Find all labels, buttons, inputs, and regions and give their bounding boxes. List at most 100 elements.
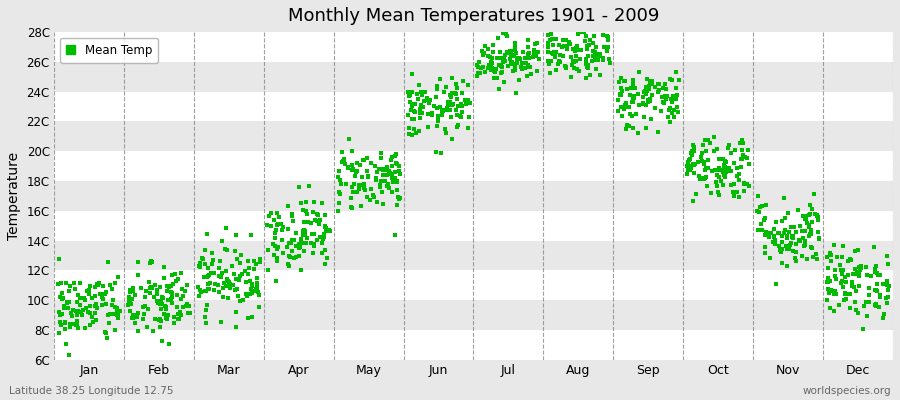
Point: [872, 294, 886, 300]
Point: [318, 212, 332, 218]
Point: [768, 237, 782, 243]
Point: [789, 241, 804, 248]
Point: [170, 304, 184, 310]
Point: [719, 159, 733, 165]
Point: [657, 94, 671, 100]
Point: [701, 165, 716, 171]
Point: [778, 214, 792, 221]
Point: [734, 164, 748, 170]
Point: [596, 54, 610, 61]
Point: [444, 94, 458, 100]
Point: [766, 238, 780, 245]
Point: [106, 311, 121, 318]
Point: [157, 264, 171, 270]
Point: [734, 140, 748, 146]
Point: [821, 286, 835, 292]
Point: [737, 188, 751, 194]
Point: [698, 137, 713, 143]
Point: [601, 36, 616, 43]
Point: [873, 272, 887, 278]
Point: [613, 92, 627, 98]
Point: [430, 123, 445, 130]
Point: [832, 302, 846, 308]
Point: [616, 106, 631, 112]
Point: [876, 314, 890, 321]
Point: [567, 58, 581, 65]
Point: [532, 56, 546, 62]
Point: [824, 304, 838, 311]
Point: [504, 58, 518, 65]
Point: [732, 194, 746, 200]
Point: [201, 286, 215, 292]
Point: [157, 275, 171, 281]
Point: [849, 271, 863, 277]
Point: [618, 102, 633, 109]
Point: [320, 227, 335, 233]
Point: [711, 189, 725, 195]
Point: [177, 288, 192, 295]
Point: [376, 172, 391, 178]
Point: [473, 65, 488, 71]
Point: [96, 296, 111, 302]
Point: [879, 300, 894, 306]
Point: [234, 270, 248, 277]
Point: [599, 46, 614, 53]
Point: [292, 245, 306, 252]
Point: [784, 234, 798, 240]
Point: [508, 66, 522, 73]
Point: [563, 74, 578, 80]
Point: [736, 181, 751, 187]
Point: [644, 78, 658, 84]
Point: [655, 94, 670, 100]
Point: [54, 322, 68, 328]
Point: [54, 296, 68, 302]
Point: [201, 280, 215, 287]
Point: [318, 246, 332, 253]
Point: [695, 150, 709, 156]
Point: [556, 43, 571, 49]
Point: [581, 53, 596, 60]
Point: [73, 302, 87, 308]
Point: [571, 47, 585, 53]
Point: [804, 244, 818, 250]
Point: [718, 168, 733, 175]
Point: [369, 198, 383, 205]
Point: [337, 156, 351, 162]
Point: [844, 257, 859, 264]
Point: [824, 258, 839, 264]
Point: [700, 136, 715, 143]
Point: [77, 295, 92, 301]
Point: [368, 177, 382, 183]
Point: [401, 125, 416, 131]
Point: [384, 174, 399, 181]
Point: [55, 289, 69, 296]
Point: [229, 309, 243, 315]
Point: [55, 310, 69, 317]
Point: [724, 182, 738, 188]
Point: [695, 158, 709, 165]
Point: [89, 301, 104, 307]
Point: [528, 53, 543, 59]
Point: [716, 182, 731, 188]
Point: [79, 305, 94, 311]
Point: [88, 310, 103, 316]
Point: [417, 98, 431, 105]
Point: [319, 261, 333, 267]
Bar: [54, 211, 893, 241]
Point: [826, 308, 841, 314]
Point: [777, 194, 791, 201]
Point: [96, 283, 111, 289]
Point: [783, 242, 797, 248]
Point: [806, 245, 820, 251]
Point: [124, 315, 139, 321]
Point: [751, 226, 765, 233]
Point: [384, 171, 399, 177]
Point: [619, 126, 634, 132]
Point: [230, 286, 244, 292]
Point: [179, 282, 194, 288]
Point: [220, 246, 234, 253]
Point: [448, 81, 463, 88]
Point: [802, 232, 816, 239]
Point: [504, 60, 518, 67]
Point: [219, 283, 233, 289]
